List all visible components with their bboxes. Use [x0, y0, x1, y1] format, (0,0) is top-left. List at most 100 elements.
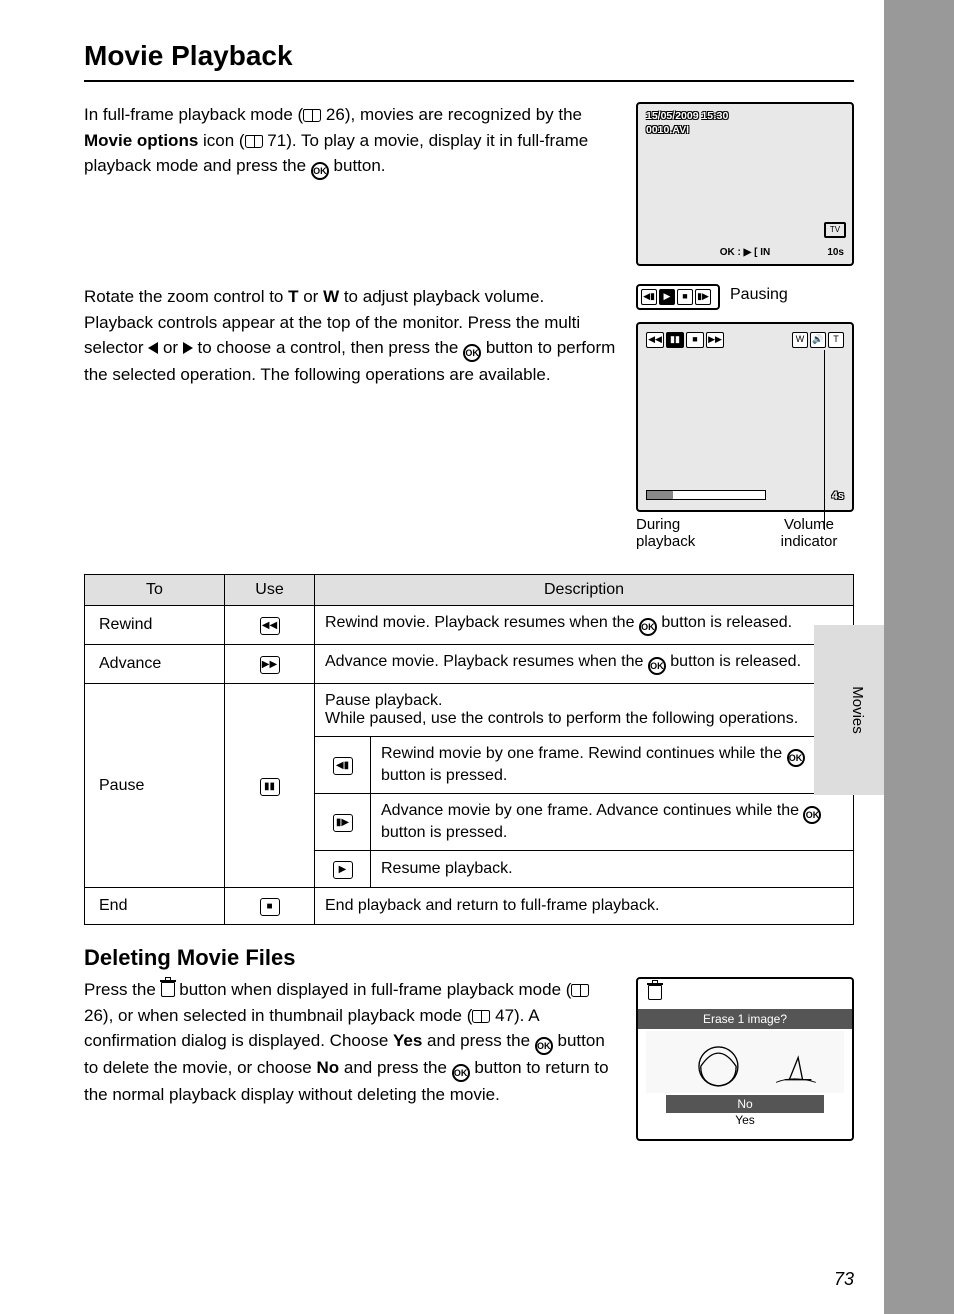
intro-ref-1: 26), movies are recognized by the — [321, 105, 582, 124]
sub-rewind-frame-icon-cell: ◀▮ — [315, 737, 371, 794]
col-use: Use — [225, 575, 315, 606]
ok-icon: OK — [803, 806, 821, 824]
op-advance-label: Advance — [85, 645, 225, 684]
yes-label: Yes — [393, 1031, 422, 1050]
op-advance-icon-cell: ▶▶ — [225, 645, 315, 684]
progress-fill — [647, 491, 673, 499]
erase-scene-illustration — [646, 1031, 844, 1093]
op-end-label: End — [85, 888, 225, 925]
op-pause-label: Pause — [85, 684, 225, 888]
battery-icon: TV — [824, 222, 846, 238]
intro-text-3: button. — [329, 156, 386, 175]
pause-icon: ▮▮ — [260, 778, 280, 796]
pause-icon: ▮▮ — [666, 332, 684, 348]
op-rewind-label: Rewind — [85, 606, 225, 645]
col-description: Description — [315, 575, 854, 606]
volume-indicator-label: Volume indicator — [764, 516, 854, 550]
speaker-icon: 🔊 — [810, 332, 826, 348]
book-icon — [303, 109, 321, 122]
intro-row: In full-frame playback mode ( 26), movie… — [84, 102, 854, 266]
op-end-icon-cell: ■ — [225, 888, 315, 925]
screen-below-labels: During playback Volume indicator — [636, 516, 854, 550]
op-advance-desc: Advance movie. Playback resumes when the… — [315, 645, 854, 684]
book-icon — [571, 984, 589, 997]
op-rewind-icon-cell: ◀◀ — [225, 606, 315, 645]
sub-advance-frame-icon-cell: ▮▶ — [315, 794, 371, 851]
pausing-label: Pausing — [730, 286, 788, 304]
page-title: Movie Playback — [84, 40, 854, 82]
table-row: Pause ▮▮ Pause playback. While paused, u… — [85, 684, 854, 737]
duration-label: 4s — [832, 490, 844, 502]
timestamp-line: 15/05/2009 15:30 — [646, 110, 728, 124]
book-icon — [245, 135, 263, 148]
zoom-t: T — [288, 287, 298, 306]
play-icon: ▶ — [659, 289, 675, 305]
ok-icon: OK — [787, 749, 805, 767]
stop-icon: ■ — [677, 289, 693, 305]
advance-icon: ▶▶ — [706, 332, 724, 348]
screen-timestamp: 15/05/2009 15:30 0010.AVI — [646, 110, 728, 137]
frame-advance-icon: ▮▶ — [333, 814, 353, 832]
sub-advance-frame-desc: Advance movie by one frame. Advance cont… — [371, 794, 854, 851]
sub-resume-desc: Resume playback. — [371, 851, 854, 888]
controls-row: Rotate the zoom control to T or W to adj… — [84, 284, 854, 550]
zoom-w: W — [323, 287, 339, 306]
side-tab-label: Movies — [849, 686, 866, 734]
frame-advance-icon: ▮▶ — [695, 289, 711, 305]
ok-icon: OK — [452, 1064, 470, 1082]
intro-paragraph: In full-frame playback mode ( 26), movie… — [84, 102, 616, 180]
book-icon — [472, 1010, 490, 1023]
trash-icon — [161, 982, 175, 997]
page-number: 73 — [834, 1269, 854, 1290]
during-playback-label: During playback — [636, 516, 726, 550]
frame-rewind-icon: ◀▮ — [641, 289, 657, 305]
ok-icon: OK — [463, 344, 481, 362]
controls-paragraph: Rotate the zoom control to T or W to adj… — [84, 284, 616, 388]
ok-icon: OK — [311, 162, 329, 180]
op-pause-icon-cell: ▮▮ — [225, 684, 315, 888]
ok-icon: OK — [648, 657, 666, 675]
pausing-control-strip: ◀▮ ▶ ■ ▮▶ — [636, 284, 720, 310]
advance-icon: ▶▶ — [260, 656, 280, 674]
volume-indicator: W 🔊 T — [792, 332, 844, 348]
trash-icon — [648, 985, 662, 1001]
op-pause-desc: Pause playback. While paused, use the co… — [315, 684, 854, 737]
filename-line: 0010.AVI — [646, 124, 728, 138]
callout-line — [824, 350, 825, 530]
pausing-strip-wrap: ◀▮ ▶ ■ ▮▶ Pausing — [636, 284, 854, 310]
deleting-title: Deleting Movie Files — [84, 945, 854, 971]
section-side-tab: Movies — [814, 625, 884, 795]
scene-svg — [646, 1031, 844, 1093]
movie-options-label: Movie options — [84, 131, 198, 150]
during-playback-screen: ◀◀ ▮▮ ■ ▶▶ W 🔊 T 4s — [636, 322, 854, 512]
playback-screens-column: ◀▮ ▶ ■ ▮▶ Pausing ◀◀ ▮▮ ■ ▶▶ W — [636, 284, 854, 550]
controls-line: Playback controls appear at the top of t… — [84, 310, 616, 388]
ok-icon: OK — [535, 1037, 553, 1055]
deleting-paragraph: Press the button when displayed in full-… — [84, 977, 616, 1108]
vol-w-icon: W — [792, 332, 808, 348]
left-arrow-icon — [148, 342, 158, 354]
rewind-icon: ◀◀ — [260, 617, 280, 635]
content-area: Movie Playback In full-frame playback mo… — [0, 40, 884, 1141]
zoom-line: Rotate the zoom control to T or W to adj… — [84, 284, 616, 310]
erase-option-yes[interactable]: Yes — [666, 1111, 824, 1129]
progress-bar — [646, 490, 766, 500]
operations-table: To Use Description Rewind ◀◀ Rewind movi… — [84, 574, 854, 925]
manual-page: Movie Playback In full-frame playback mo… — [0, 0, 884, 1314]
sub-resume-icon-cell: ▶ — [315, 851, 371, 888]
frame-rewind-icon: ◀▮ — [333, 757, 353, 775]
erase-dialog-title: Erase 1 image? — [638, 1009, 852, 1029]
vol-t-icon: T — [828, 332, 844, 348]
stop-icon: ■ — [260, 898, 280, 916]
erase-dialog-screen: Erase 1 image? No Yes — [636, 977, 854, 1141]
deleting-row: Press the button when displayed in full-… — [84, 977, 854, 1141]
table-header-row: To Use Description — [85, 575, 854, 606]
rewind-icon: ◀◀ — [646, 332, 664, 348]
right-arrow-icon — [183, 342, 193, 354]
playback-screen-preview: 15/05/2009 15:30 0010.AVI TV OK : ▶ [ IN… — [636, 102, 854, 266]
table-row: Advance ▶▶ Advance movie. Playback resum… — [85, 645, 854, 684]
no-label: No — [316, 1058, 339, 1077]
table-row: Rewind ◀◀ Rewind movie. Playback resumes… — [85, 606, 854, 645]
op-end-desc: End playback and return to full-frame pl… — [315, 888, 854, 925]
screen-bottom-bar: OK : ▶ [ IN — [638, 247, 852, 258]
